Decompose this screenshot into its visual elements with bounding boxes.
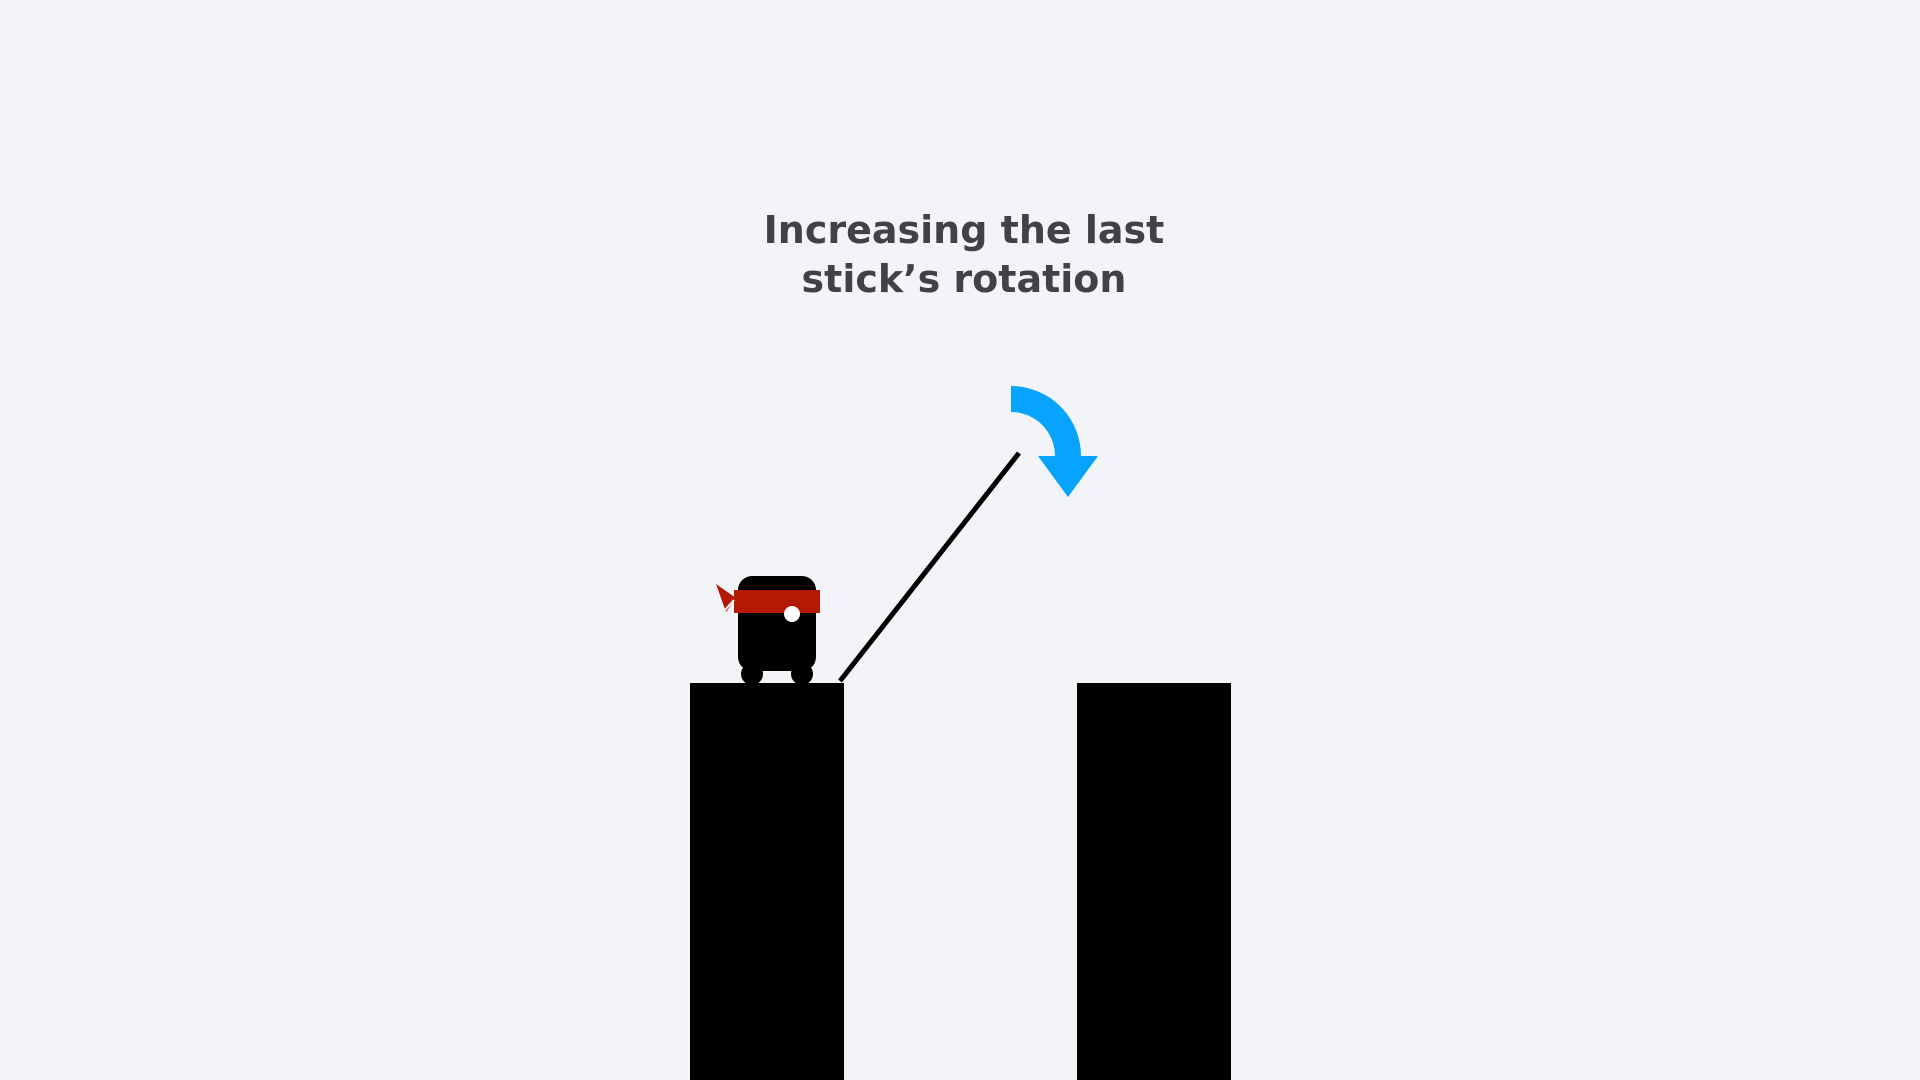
- hero-right-foot: [791, 663, 813, 685]
- hero-left-foot: [741, 663, 763, 685]
- headband-tail-highlight: [723, 599, 735, 612]
- hero-headband: [734, 590, 820, 613]
- clockwise-arrow-icon: [1011, 386, 1098, 497]
- target-platform: [1077, 683, 1231, 1080]
- current-platform: [690, 683, 844, 1080]
- caption-line-1: Increasing the last: [763, 208, 1165, 252]
- ninja-hero: [716, 576, 820, 685]
- caption-line-2: stick’s rotation: [801, 257, 1127, 301]
- caption: Increasing the last stick’s rotation: [660, 206, 1268, 304]
- headband-tail: [716, 584, 736, 612]
- hero-eye: [784, 606, 800, 622]
- stick: [838, 451, 1021, 683]
